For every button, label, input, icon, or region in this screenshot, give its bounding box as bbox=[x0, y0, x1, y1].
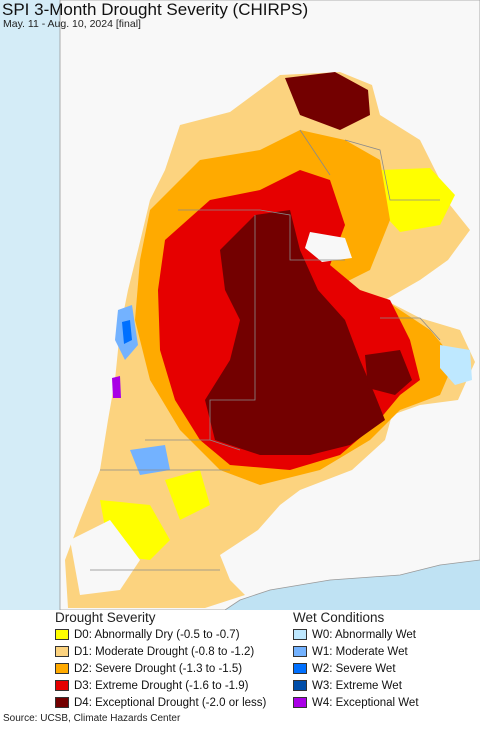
legend-item-d2: D2: Severe Drought (-1.3 to -1.5) bbox=[55, 661, 242, 676]
swatch-w3 bbox=[293, 680, 307, 691]
borders bbox=[90, 129, 441, 571]
legend-label-d0: D0: Abnormally Dry (-0.5 to -0.7) bbox=[74, 628, 240, 641]
drought-legend-title: Drought Severity bbox=[55, 610, 156, 625]
legend-label-d1: D1: Moderate Drought (-0.8 to -1.2) bbox=[74, 645, 255, 658]
swatch-d1 bbox=[55, 646, 69, 657]
w1-zone-patagonia bbox=[130, 445, 170, 475]
legend-item-w3: W3: Extreme Wet bbox=[293, 678, 402, 693]
legend-label-d3: D3: Extreme Drought (-1.6 to -1.9) bbox=[74, 679, 249, 692]
swatch-w1 bbox=[293, 646, 307, 657]
swatch-w0 bbox=[293, 629, 307, 640]
w2-zone-andes bbox=[122, 320, 132, 344]
wet-legend-title: Wet Conditions bbox=[293, 610, 385, 625]
legend-item-d3: D3: Extreme Drought (-1.6 to -1.9) bbox=[55, 678, 248, 693]
swatch-d4 bbox=[55, 697, 69, 708]
legend-item-d1: D1: Moderate Drought (-0.8 to -1.2) bbox=[55, 644, 254, 659]
legend-item-d0: D0: Abnormally Dry (-0.5 to -0.7) bbox=[55, 627, 240, 642]
swatch-d2 bbox=[55, 663, 69, 674]
legend-label-w1: W1: Moderate Wet bbox=[312, 645, 408, 658]
legend-item-w1: W1: Moderate Wet bbox=[293, 644, 408, 659]
drought-map bbox=[0, 0, 480, 610]
map-subtitle: May. 11 - Aug. 10, 2024 [final] bbox=[3, 18, 141, 30]
legend-item-w2: W2: Severe Wet bbox=[293, 661, 396, 676]
legend-item-w0: W0: Abnormally Wet bbox=[293, 627, 416, 642]
d4-zone-bolivia bbox=[285, 72, 370, 130]
pacific-ocean bbox=[0, 0, 70, 610]
near-normal-south bbox=[70, 520, 140, 595]
legend-label-w4: W4: Exceptional Wet bbox=[312, 696, 419, 709]
swatch-d3 bbox=[55, 680, 69, 691]
swatch-d0 bbox=[55, 629, 69, 640]
source-credit: Source: UCSB, Climate Hazards Center bbox=[3, 713, 181, 724]
d4-zone-core bbox=[205, 210, 385, 455]
legend-label-d2: D2: Severe Drought (-1.3 to -1.5) bbox=[74, 662, 243, 675]
w4-zone-andes bbox=[112, 376, 121, 398]
swatch-w4 bbox=[293, 697, 307, 708]
near-normal-paraguay bbox=[305, 232, 352, 262]
legend-item-d4: D4: Exceptional Drought (-2.0 or less) bbox=[55, 695, 266, 710]
map-title: SPI 3-Month Drought Severity (CHIRPS) bbox=[2, 0, 309, 19]
d4-zone-uruguay bbox=[365, 350, 412, 395]
legend-label-w0: W0: Abnormally Wet bbox=[312, 628, 416, 641]
legend: Drought Severity Wet Conditions D0: Abno… bbox=[0, 610, 480, 710]
legend-item-w4: W4: Exceptional Wet bbox=[293, 695, 419, 710]
swatch-w2 bbox=[293, 663, 307, 674]
d0-zone-center bbox=[165, 470, 210, 520]
legend-label-w2: W2: Severe Wet bbox=[312, 662, 396, 675]
legend-label-d4: D4: Exceptional Drought (-2.0 or less) bbox=[74, 696, 267, 709]
w0-zone-east bbox=[440, 345, 472, 385]
legend-label-w3: W3: Extreme Wet bbox=[312, 679, 402, 692]
